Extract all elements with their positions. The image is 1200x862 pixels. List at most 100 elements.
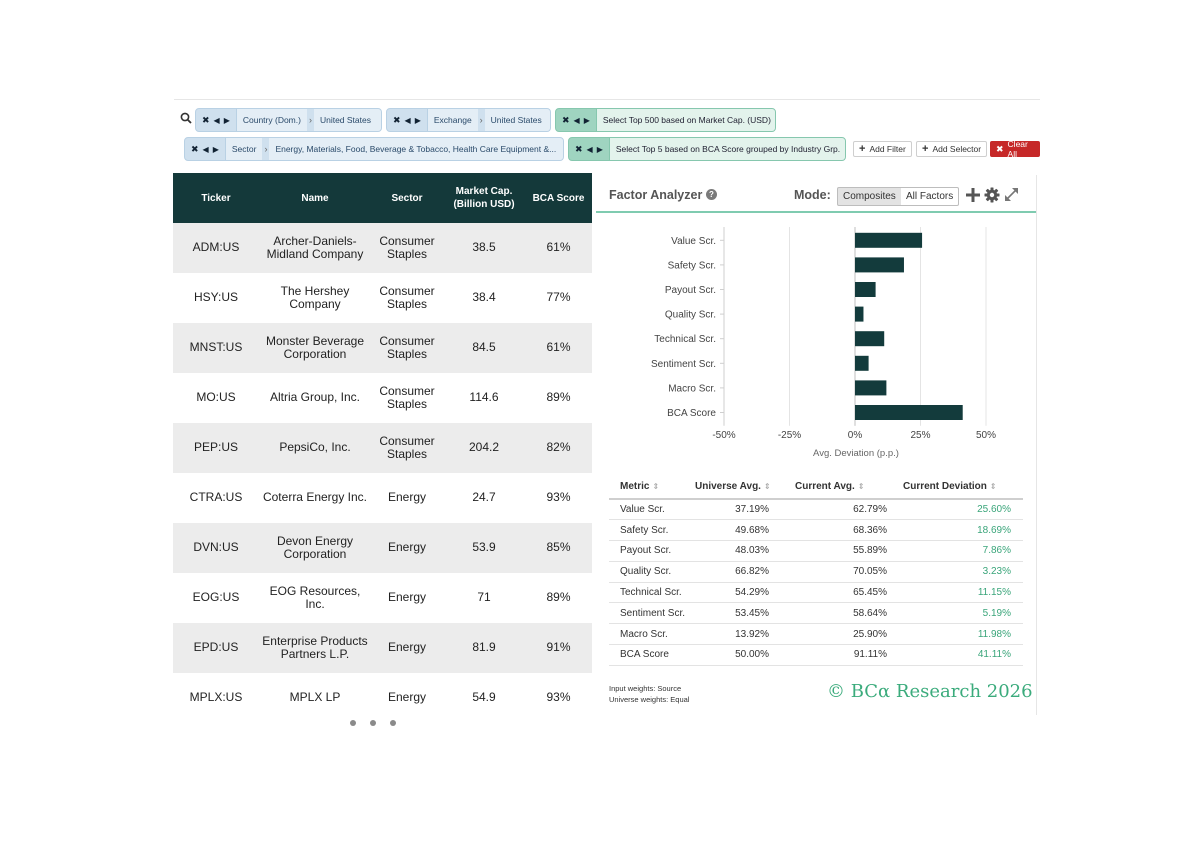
- move-right-icon[interactable]: ▶: [212, 144, 219, 154]
- remove-icon[interactable]: ✖: [575, 143, 583, 154]
- bar[interactable]: [855, 405, 963, 420]
- metrics-row[interactable]: Payout Scr. 48.03% 55.89% 7.86%: [609, 540, 1023, 562]
- clear-all-button[interactable]: ✖ Clear All: [990, 139, 1040, 159]
- remove-icon[interactable]: ✖: [191, 143, 199, 154]
- metrics-header-row: Metric ⇕ Universe Avg. ⇕ Current Avg. ⇕ Cur…: [609, 475, 1023, 500]
- table-row[interactable]: EOG:US EOG Resources, Inc. Energy 71 89%: [173, 573, 592, 623]
- metrics-row[interactable]: Quality Scr. 66.82% 70.05% 3.23%: [609, 561, 1023, 583]
- page-dot[interactable]: [390, 720, 396, 726]
- y-category-label: Quality Scr.: [665, 310, 716, 321]
- sort-icon[interactable]: ⇕: [652, 482, 660, 491]
- table-row[interactable]: DVN:US Devon Energy Corporation Energy 53.9…: [173, 523, 592, 573]
- metrics-row[interactable]: Technical Scr. 54.29% 65.45% 11.15%: [609, 582, 1023, 604]
- filter-field[interactable]: Exchange: [426, 109, 478, 131]
- table-row[interactable]: MNST:US Monster Beverage Corporation Consu…: [173, 323, 592, 373]
- filter-chip-sector[interactable]: ✖ ◀ ▶ Sector › Energy, Materials, Food, Be…: [184, 137, 564, 161]
- metrics-row[interactable]: Value Scr. 37.19% 62.79% 25.60%: [609, 499, 1023, 521]
- remove-icon[interactable]: ✖: [393, 114, 401, 125]
- move-left-icon[interactable]: ◀: [586, 144, 593, 154]
- sort-icon[interactable]: ⇕: [989, 482, 997, 491]
- bar[interactable]: [855, 257, 904, 273]
- filter-field[interactable]: Sector: [224, 138, 263, 160]
- column-header-current-avg[interactable]: Current Avg. ⇕: [795, 475, 895, 500]
- expand-icon[interactable]: [1004, 187, 1019, 202]
- metrics-row[interactable]: Safety Scr. 49.68% 68.36% 18.69%: [609, 519, 1023, 542]
- sector-cell: Energy: [387, 540, 427, 555]
- ticker-cell: MNST:US: [189, 340, 243, 355]
- filter-chip-country[interactable]: ✖ ◀ ▶ Country (Dom.) › United States: [195, 108, 382, 132]
- bar[interactable]: [855, 232, 923, 248]
- name-cell: The Hershey Company: [280, 283, 350, 311]
- table-row[interactable]: HSY:US The Hershey Company Consumer Staple…: [173, 273, 592, 323]
- market-cap-cell: 24.7: [472, 490, 496, 505]
- filter-value[interactable]: United States: [313, 109, 381, 131]
- remove-icon[interactable]: ✖: [202, 114, 210, 125]
- mode-composites-button[interactable]: Composites: [837, 187, 902, 206]
- metrics-row[interactable]: Macro Scr. 13.92% 25.90% 11.98%: [609, 623, 1023, 646]
- universe-avg-cell: 48.03%: [695, 540, 795, 562]
- bar[interactable]: [855, 331, 885, 347]
- move-right-icon[interactable]: ▶: [583, 115, 590, 125]
- gear-icon[interactable]: [984, 187, 1000, 203]
- move-right-icon[interactable]: ▶: [414, 115, 421, 125]
- move-left-icon[interactable]: ◀: [213, 115, 220, 125]
- move-left-icon[interactable]: ◀: [202, 144, 209, 154]
- market-cap-cell: 81.9: [472, 640, 496, 655]
- help-icon[interactable]: ?: [706, 189, 717, 200]
- selector-value[interactable]: Select Top 5 based on BCA Score grouped …: [608, 138, 845, 160]
- selector-chip-top500[interactable]: ✖ ◀ ▶ Select Top 500 based on Market Cap. …: [555, 108, 776, 132]
- table-row[interactable]: MO:US Altria Group, Inc. Consumer Staples 1…: [173, 373, 592, 423]
- ticker-cell: MO:US: [196, 390, 236, 405]
- universe-avg-cell: 66.82%: [695, 561, 795, 583]
- metrics-row[interactable]: BCA Score 50.00% 91.11% 41.11%: [609, 644, 1023, 666]
- add-filter-label: Add Filter: [869, 144, 906, 154]
- column-header-bca-score[interactable]: BCA Score: [532, 192, 585, 204]
- remove-icon[interactable]: ✖: [562, 114, 570, 125]
- bar[interactable]: [855, 380, 887, 396]
- sort-icon[interactable]: ⇕: [763, 482, 771, 491]
- table-row[interactable]: ADM:US Archer-Daniels-Midland Company Cons…: [173, 223, 592, 273]
- column-header-universe-avg[interactable]: Universe Avg. ⇕: [695, 475, 795, 500]
- name-cell: Devon Energy Corporation: [276, 533, 354, 561]
- table-row[interactable]: MPLX:US MPLX LP Energy 54.9 93%: [173, 673, 592, 723]
- column-header-current-deviation[interactable]: Current Deviation ⇕: [895, 475, 1023, 500]
- filter-bar: ✖ ◀ ▶ Country (Dom.) › United States ✖ ◀ ▶ E…: [174, 99, 1040, 169]
- bar[interactable]: [855, 282, 876, 297]
- column-header-sector[interactable]: Sector: [391, 192, 423, 204]
- move-left-icon[interactable]: ◀: [404, 115, 411, 125]
- move-right-icon[interactable]: ▶: [223, 115, 230, 125]
- universe-avg-cell: 37.19%: [695, 499, 795, 521]
- x-axis-label: Avg. Deviation (p.p.): [813, 448, 899, 459]
- metrics-row[interactable]: Sentiment Scr. 53.45% 58.64% 5.19%: [609, 602, 1023, 625]
- table-row[interactable]: PEP:US PepsiCo, Inc. Consumer Staples 204.2…: [173, 423, 592, 473]
- filter-field[interactable]: Country (Dom.): [235, 109, 307, 131]
- selector-chip-top5[interactable]: ✖ ◀ ▶ Select Top 5 based on BCA Score grou…: [568, 137, 846, 161]
- ticker-cell: PEP:US: [193, 440, 238, 455]
- column-header-market-cap[interactable]: Market Cap. (Billion USD): [453, 186, 515, 210]
- table-row[interactable]: CTRA:US Coterra Energy Inc. Energy 24.7 93%: [173, 473, 592, 523]
- move-right-icon[interactable]: ▶: [596, 144, 603, 154]
- table-row[interactable]: EPD:US Enterprise Products Partners L.P. E…: [173, 623, 592, 673]
- page-dot[interactable]: [370, 720, 376, 726]
- current-deviation-cell: 3.23%: [895, 561, 1023, 583]
- search-icon[interactable]: [180, 112, 192, 124]
- sort-icon[interactable]: ⇕: [857, 482, 865, 491]
- current-deviation-cell: 18.69%: [895, 519, 1023, 542]
- filter-value[interactable]: United States: [484, 109, 550, 131]
- column-header-metric[interactable]: Metric ⇕: [609, 475, 695, 500]
- column-header-name[interactable]: Name: [301, 192, 329, 204]
- plus-icon[interactable]: [965, 187, 981, 203]
- pagination-dots[interactable]: [350, 720, 396, 726]
- filter-value[interactable]: Energy, Materials, Food, Beverage & Toba…: [269, 138, 563, 160]
- filter-chip-exchange[interactable]: ✖ ◀ ▶ Exchange › United States: [386, 108, 551, 132]
- selector-value[interactable]: Select Top 500 based on Market Cap. (USD…: [595, 109, 775, 131]
- move-left-icon[interactable]: ◀: [573, 115, 580, 125]
- column-header-ticker[interactable]: Ticker: [201, 192, 231, 204]
- add-selector-button[interactable]: + Add Selector: [916, 141, 988, 157]
- add-filter-button[interactable]: + Add Filter: [853, 141, 912, 157]
- page-dot[interactable]: [350, 720, 356, 726]
- bar[interactable]: [855, 306, 864, 322]
- mode-all-factors-button[interactable]: All Factors: [901, 187, 960, 206]
- bca-score-cell: 61%: [546, 240, 571, 255]
- bar[interactable]: [855, 355, 869, 371]
